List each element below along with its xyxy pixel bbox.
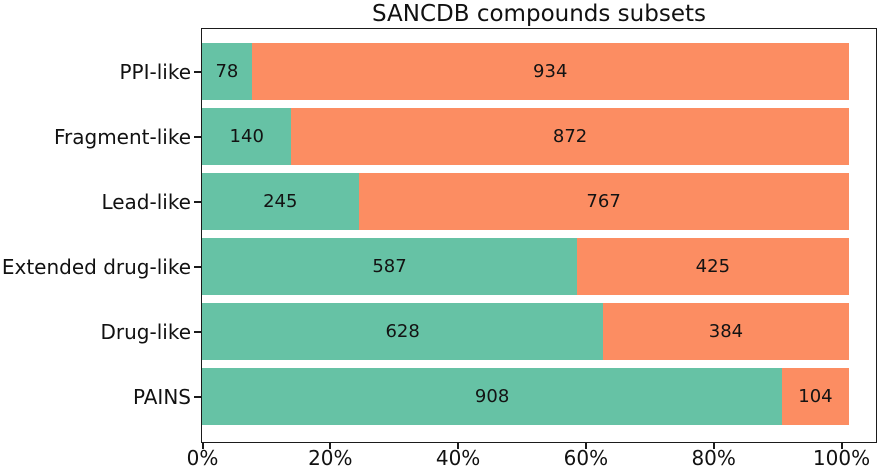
x-tick-label: 80%: [691, 446, 736, 470]
bar-row: 628 384: [202, 303, 876, 360]
bar-segment-green: [202, 303, 604, 360]
bar-segment-green: [202, 108, 292, 165]
x-tick-mark: [457, 443, 460, 449]
bar-segment-green: [202, 238, 578, 295]
bar-value-label: 78: [215, 61, 239, 82]
y-tick-label: PAINS: [132, 384, 191, 409]
bar-segment-orange: [358, 173, 849, 230]
y-tick-label: Drug-like: [100, 319, 192, 344]
x-tick-label: 40%: [435, 446, 481, 470]
y-tick-label: Extended drug-like: [1, 254, 191, 279]
bar-value-label: 245: [263, 191, 298, 212]
y-tick-mark: [194, 136, 201, 138]
y-tick-label: Fragment-like: [53, 124, 191, 149]
x-tick-mark: [712, 443, 715, 449]
bar-value-label: 425: [695, 256, 731, 277]
bar-value-label: 384: [708, 321, 744, 342]
x-tick-label: 0%: [186, 446, 219, 470]
bar-segment-orange: [251, 43, 849, 100]
bar-row: 908 104: [202, 368, 876, 425]
y-tick-mark: [194, 396, 201, 398]
x-tick-label: 20%: [308, 446, 353, 470]
y-tick-label: Lead-like: [101, 189, 191, 214]
y-tick-label: PPI-like: [119, 59, 191, 84]
x-tick-mark: [329, 443, 332, 449]
x-tick-mark: [840, 443, 843, 449]
x-tick-mark: [584, 443, 587, 449]
bar-value-label: 872: [552, 126, 588, 147]
bar-row: 140 872: [202, 108, 876, 165]
x-tick-label: 60%: [563, 446, 609, 470]
bar-segment-orange: [291, 108, 849, 165]
bar-value-label: 934: [533, 61, 568, 82]
bar-value-label: 140: [229, 126, 264, 147]
bar-segment-green: [202, 368, 783, 425]
bar-segment-orange: [782, 368, 849, 425]
bar-value-label: 767: [586, 191, 621, 212]
bar-segment-orange: [577, 238, 849, 295]
bar-value-label: 104: [798, 386, 833, 407]
bar-segment-green: [202, 43, 252, 100]
plot-area: 78 934 140 872 245 767 587 425 628 384 908 104: [201, 28, 877, 443]
y-tick-mark: [194, 201, 201, 203]
y-tick-mark: [194, 71, 201, 73]
bar-row: 78 934: [202, 43, 876, 100]
x-tick-mark: [201, 443, 204, 449]
chart-title: SANCDB compounds subsets: [372, 1, 706, 27]
bar-row: 245 767: [202, 173, 876, 230]
bar-value-label: 587: [372, 256, 407, 277]
bar-value-label: 908: [474, 386, 510, 407]
bar-segment-orange: [603, 303, 849, 360]
x-tick-label: 100%: [812, 446, 871, 470]
bar-segment-green: [202, 173, 359, 230]
bar-row: 587 425: [202, 238, 876, 295]
bar-value-label: 628: [385, 321, 420, 342]
y-tick-mark: [194, 266, 201, 268]
y-tick-mark: [194, 331, 201, 333]
